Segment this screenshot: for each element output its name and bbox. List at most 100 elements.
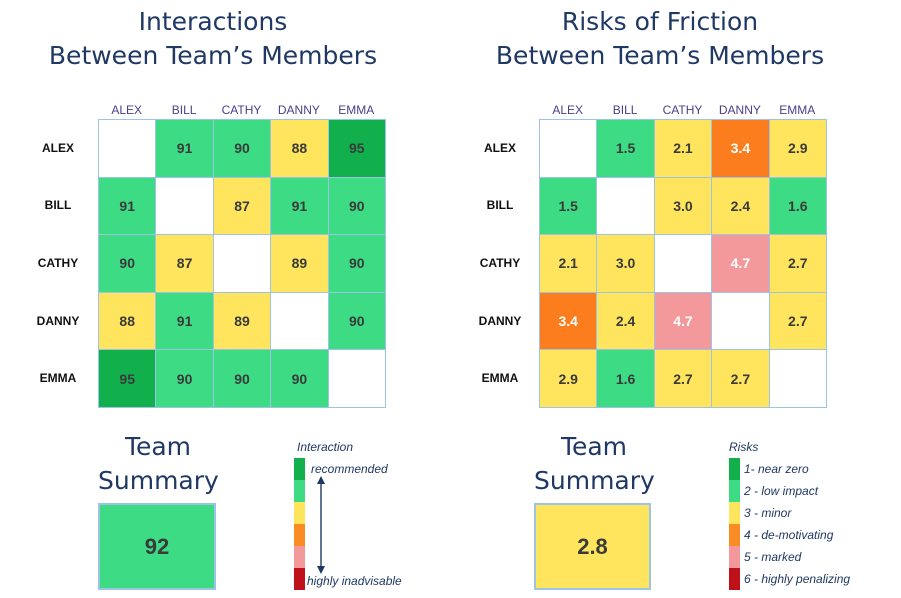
legend-entry-label-4: 4 - de-motivating bbox=[744, 528, 834, 542]
cell-bill-cathy: 87 bbox=[212, 176, 272, 236]
legend-swatch-6 bbox=[294, 568, 305, 590]
interactions-title-line2: Between Team’s Members bbox=[48, 41, 378, 70]
cell-alex-alex bbox=[98, 119, 157, 178]
cell-cathy-danny: 4.7 bbox=[711, 234, 770, 293]
cell-emma-emma bbox=[768, 349, 827, 408]
cell-emma-danny: 2.7 bbox=[711, 349, 770, 408]
cell-emma-bill: 90 bbox=[155, 349, 214, 408]
legend-recommended-label: recommended bbox=[311, 462, 388, 476]
cell-danny-alex: 88 bbox=[98, 291, 157, 351]
cell-bill-cathy: 3.0 bbox=[653, 176, 713, 236]
cell-cathy-bill: 87 bbox=[155, 234, 214, 293]
cell-danny-danny bbox=[270, 291, 329, 351]
interactions-legend-title: Interaction bbox=[297, 440, 354, 454]
cell-alex-bill: 1.5 bbox=[596, 119, 655, 178]
friction-title-line1: Risks of Friction bbox=[561, 7, 759, 36]
column-label-bill: BILL bbox=[612, 103, 638, 117]
cell-alex-emma: 95 bbox=[327, 119, 386, 178]
legend-swatch-4 bbox=[294, 524, 305, 546]
row-label-alex: ALEX bbox=[483, 140, 516, 155]
cell-danny-bill: 2.4 bbox=[596, 291, 655, 351]
cell-danny-cathy: 89 bbox=[212, 291, 272, 351]
cell-alex-danny: 3.4 bbox=[711, 119, 770, 178]
legend-swatch-3 bbox=[294, 502, 305, 524]
legend-swatch-6 bbox=[729, 568, 740, 590]
cell-cathy-bill: 3.0 bbox=[596, 234, 655, 293]
column-label-emma: EMMA bbox=[779, 103, 816, 117]
legend-swatch-4 bbox=[729, 524, 740, 546]
cell-bill-alex: 91 bbox=[98, 176, 157, 236]
cell-bill-danny: 2.4 bbox=[711, 176, 770, 236]
cell-bill-danny: 91 bbox=[270, 176, 329, 236]
row-label-danny: DANNY bbox=[478, 313, 522, 328]
row-label-bill: BILL bbox=[44, 198, 72, 213]
legend-swatch-1 bbox=[294, 458, 305, 480]
cell-bill-bill bbox=[155, 176, 214, 236]
cell-cathy-cathy bbox=[653, 234, 713, 293]
legend-entry-label-1: 1- near zero bbox=[744, 462, 809, 476]
cell-alex-emma: 2.9 bbox=[768, 119, 827, 178]
row-label-danny: DANNY bbox=[36, 313, 80, 328]
legend-swatch-1 bbox=[729, 458, 740, 480]
friction-title-line2: Between Team’s Members bbox=[495, 41, 825, 70]
cell-alex-cathy: 2.1 bbox=[653, 119, 713, 178]
column-label-danny: DANNY bbox=[718, 103, 761, 117]
cell-danny-bill: 91 bbox=[155, 291, 214, 351]
summary-label-line2: Summary bbox=[534, 466, 655, 495]
legend-entry-label-3: 3 - minor bbox=[744, 506, 792, 520]
legend-entry-label-5: 5 - marked bbox=[744, 550, 802, 564]
cell-cathy-alex: 2.1 bbox=[539, 234, 598, 293]
friction-title: Risks of Friction Between Team’s Members bbox=[460, 5, 860, 73]
interactions-summary-label: Team Summary bbox=[98, 430, 219, 498]
column-label-cathy: CATHY bbox=[662, 103, 703, 117]
interactions-summary-value: 92 bbox=[98, 503, 216, 590]
friction-legend-title: Risks bbox=[729, 440, 759, 454]
interactions-title: Interactions Between Team’s Members bbox=[13, 5, 413, 73]
row-label-emma: EMMA bbox=[481, 371, 519, 386]
cell-emma-cathy: 2.7 bbox=[653, 349, 713, 408]
cell-alex-alex bbox=[539, 119, 598, 178]
legend-inadvisable-label: highly inadvisable bbox=[307, 574, 402, 588]
cell-danny-cathy: 4.7 bbox=[653, 291, 713, 351]
row-label-bill: BILL bbox=[486, 198, 514, 213]
legend-swatch-5 bbox=[729, 546, 740, 568]
cell-cathy-alex: 90 bbox=[98, 234, 157, 293]
column-label-danny: DANNY bbox=[277, 103, 320, 117]
cell-emma-alex: 95 bbox=[98, 349, 157, 408]
row-label-cathy: CATHY bbox=[479, 256, 521, 270]
cell-emma-bill: 1.6 bbox=[596, 349, 655, 408]
legend-entry-label-2: 2 - low impact bbox=[744, 484, 819, 498]
cell-bill-emma: 90 bbox=[327, 176, 386, 236]
cell-emma-alex: 2.9 bbox=[539, 349, 598, 408]
cell-danny-emma: 2.7 bbox=[768, 291, 827, 351]
legend-swatch-2 bbox=[294, 480, 305, 502]
cell-alex-bill: 91 bbox=[155, 119, 214, 178]
cell-danny-emma: 90 bbox=[327, 291, 386, 351]
column-label-emma: EMMA bbox=[338, 103, 375, 117]
column-label-cathy: CATHY bbox=[221, 103, 262, 117]
column-label-bill: BILL bbox=[171, 103, 197, 117]
cell-bill-alex: 1.5 bbox=[539, 176, 598, 236]
friction-summary-label: Team Summary bbox=[534, 430, 655, 498]
legend-entry-label-6: 6 - highly penalizing bbox=[744, 572, 851, 586]
cell-cathy-emma: 90 bbox=[327, 234, 386, 293]
column-label-alex: ALEX bbox=[111, 103, 143, 117]
summary-label-line2: Summary bbox=[98, 466, 219, 495]
cell-emma-emma bbox=[327, 349, 386, 408]
row-label-cathy: CATHY bbox=[37, 256, 79, 270]
friction-summary-value: 2.8 bbox=[534, 503, 651, 590]
summary-label-line1: Team bbox=[124, 432, 192, 461]
row-label-alex: ALEX bbox=[41, 140, 74, 155]
column-label-alex: ALEX bbox=[552, 103, 584, 117]
cell-cathy-cathy bbox=[212, 234, 272, 293]
cell-cathy-danny: 89 bbox=[270, 234, 329, 293]
cell-alex-cathy: 90 bbox=[212, 119, 272, 178]
legend-range-arrow bbox=[317, 476, 325, 574]
summary-label-line1: Team bbox=[560, 432, 628, 461]
cell-bill-emma: 1.6 bbox=[768, 176, 827, 236]
cell-cathy-emma: 2.7 bbox=[768, 234, 827, 293]
legend-swatch-5 bbox=[294, 546, 305, 568]
row-label-emma: EMMA bbox=[39, 371, 77, 386]
legend-swatch-2 bbox=[729, 480, 740, 502]
legend-swatch-3 bbox=[729, 502, 740, 524]
